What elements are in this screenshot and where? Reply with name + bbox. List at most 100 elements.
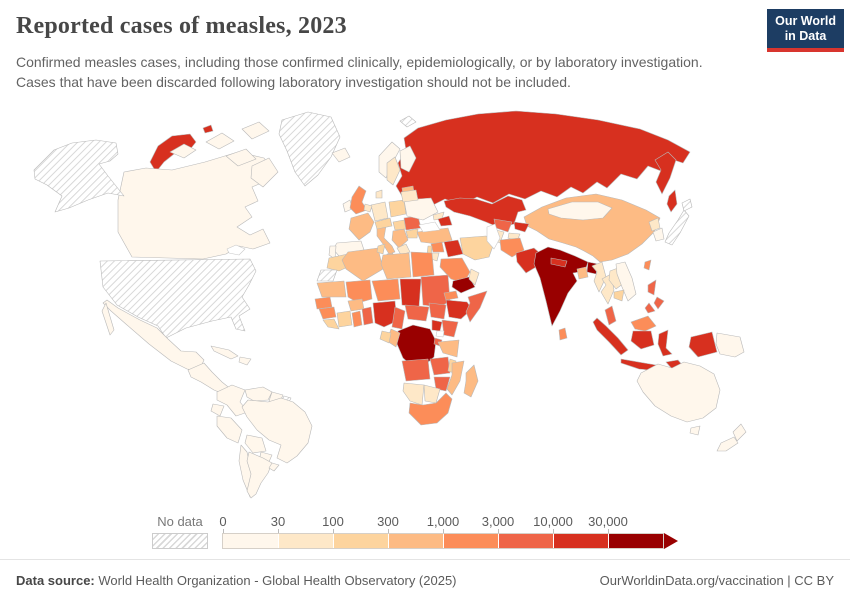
country-myanmar[interactable] [591,261,607,293]
country-drc[interactable] [396,324,437,368]
country-ghana[interactable] [351,310,363,328]
country-uganda[interactable] [431,319,443,332]
country-mexico-baja[interactable] [101,302,115,336]
country-niger[interactable] [371,278,401,302]
country-tunisia[interactable] [376,243,386,255]
country-north-korea[interactable] [648,217,661,232]
country-new-zealand-north[interactable] [732,423,747,442]
country-burkina-faso[interactable] [347,298,365,312]
country-kazakhstan[interactable] [443,195,527,229]
country-uruguay[interactable] [268,462,280,472]
country-eritrea[interactable] [443,290,459,301]
country-vietnam[interactable] [615,261,637,302]
country-south-sudan[interactable] [428,302,447,320]
country-taiwan[interactable] [643,259,652,271]
country-japan[interactable] [664,209,690,246]
country-ecuador[interactable] [210,403,225,417]
country-mongolia[interactable] [547,201,613,221]
country-poland[interactable] [388,199,407,218]
country-indonesia-sulawesi[interactable] [657,329,673,357]
country-togo-benin[interactable] [361,306,374,326]
country-guinea[interactable] [318,306,337,320]
owid-logo[interactable]: Our World in Data [767,9,844,52]
country-benelux[interactable] [363,203,373,213]
country-central-african-republic[interactable] [404,304,430,322]
legend-bin-10,000-30,000[interactable] [553,534,608,548]
country-indonesia-borneo[interactable] [630,330,655,350]
country-australia[interactable] [636,361,721,423]
country-yemen[interactable] [451,276,476,294]
country-canada[interactable] [117,151,273,260]
country-mali[interactable] [345,279,373,304]
country-canada-island[interactable] [205,132,235,150]
country-gabon[interactable] [379,330,392,344]
country-philippines-island[interactable] [644,302,656,314]
country-australia-tasmania[interactable] [689,425,701,436]
country-egypt[interactable] [410,251,435,278]
country-iceland[interactable] [331,147,351,163]
country-finland[interactable] [399,145,417,173]
country-new-zealand-south[interactable] [716,436,739,452]
country-namibia[interactable] [402,382,425,406]
country-sri-lanka[interactable] [558,327,568,341]
country-venezuela[interactable] [244,386,273,402]
country-philippines-island[interactable] [653,296,665,310]
legend-bin-300-1,000[interactable] [388,534,443,548]
country-oman[interactable] [468,268,480,286]
country-western-sahara[interactable] [316,269,338,282]
country-zambia[interactable] [429,356,451,376]
country-zimbabwe[interactable] [433,376,451,392]
country-usa[interactable] [99,258,257,339]
country-hispaniola[interactable] [238,356,252,366]
country-canada-island[interactable] [241,121,270,140]
country-kyrgyzstan[interactable] [513,221,530,233]
country-balkans[interactable] [391,228,409,249]
country-central-europe[interactable] [374,217,393,230]
country-canada-baffin[interactable] [250,157,279,188]
country-cameroon[interactable] [391,306,406,330]
legend-bin-30,000+[interactable] [608,534,663,548]
country-south-korea[interactable] [652,227,665,242]
country-russia-kamchatka[interactable] [654,151,677,195]
country-peru[interactable] [216,415,243,444]
legend-bin-100-300[interactable] [333,534,388,548]
country-ukraine[interactable] [403,197,439,221]
country-mozambique[interactable] [446,360,465,396]
country-canada-island[interactable] [169,143,197,159]
country-malaysia-borneo[interactable] [630,315,657,332]
country-libya[interactable] [380,252,412,280]
no-data-swatch[interactable] [152,533,208,549]
country-sudan[interactable] [420,274,451,308]
country-madagascar[interactable] [463,364,479,398]
country-france[interactable] [348,212,375,241]
country-bulgaria[interactable] [405,228,419,239]
country-kenya[interactable] [441,319,459,338]
country-indonesia-sumatra[interactable] [592,317,629,356]
country-cote-divoire[interactable] [336,310,353,328]
country-russia-sakhalin[interactable] [666,189,678,213]
country-nigeria[interactable] [372,300,398,328]
country-chad[interactable] [399,278,422,308]
country-azerbaijan[interactable] [437,215,453,227]
country-usa-alaska[interactable] [33,139,125,213]
country-japan-hokkaido[interactable] [681,198,693,212]
country-angola[interactable] [401,358,431,382]
country-peninsular-malaysia[interactable] [604,305,617,326]
country-india[interactable] [533,246,589,327]
legend-bin-30-100[interactable] [278,534,333,548]
country-russia-wrangel[interactable] [202,124,214,134]
country-sweden[interactable] [386,156,401,186]
country-bolivia[interactable] [244,434,267,454]
country-syria[interactable] [430,241,445,253]
country-bangladesh[interactable] [576,266,589,280]
country-indonesia-papua[interactable] [688,331,718,358]
country-sierra-leone-liberia[interactable] [322,318,340,330]
country-senegal[interactable] [314,296,333,310]
country-south-africa[interactable] [408,392,453,426]
country-greenland[interactable] [278,111,341,187]
country-somalia[interactable] [465,290,488,323]
country-argentina[interactable] [246,451,273,499]
legend-bin-1,000-3,000[interactable] [443,534,498,548]
legend-bin-3,000-10,000[interactable] [498,534,553,548]
country-cambodia[interactable] [613,289,625,302]
